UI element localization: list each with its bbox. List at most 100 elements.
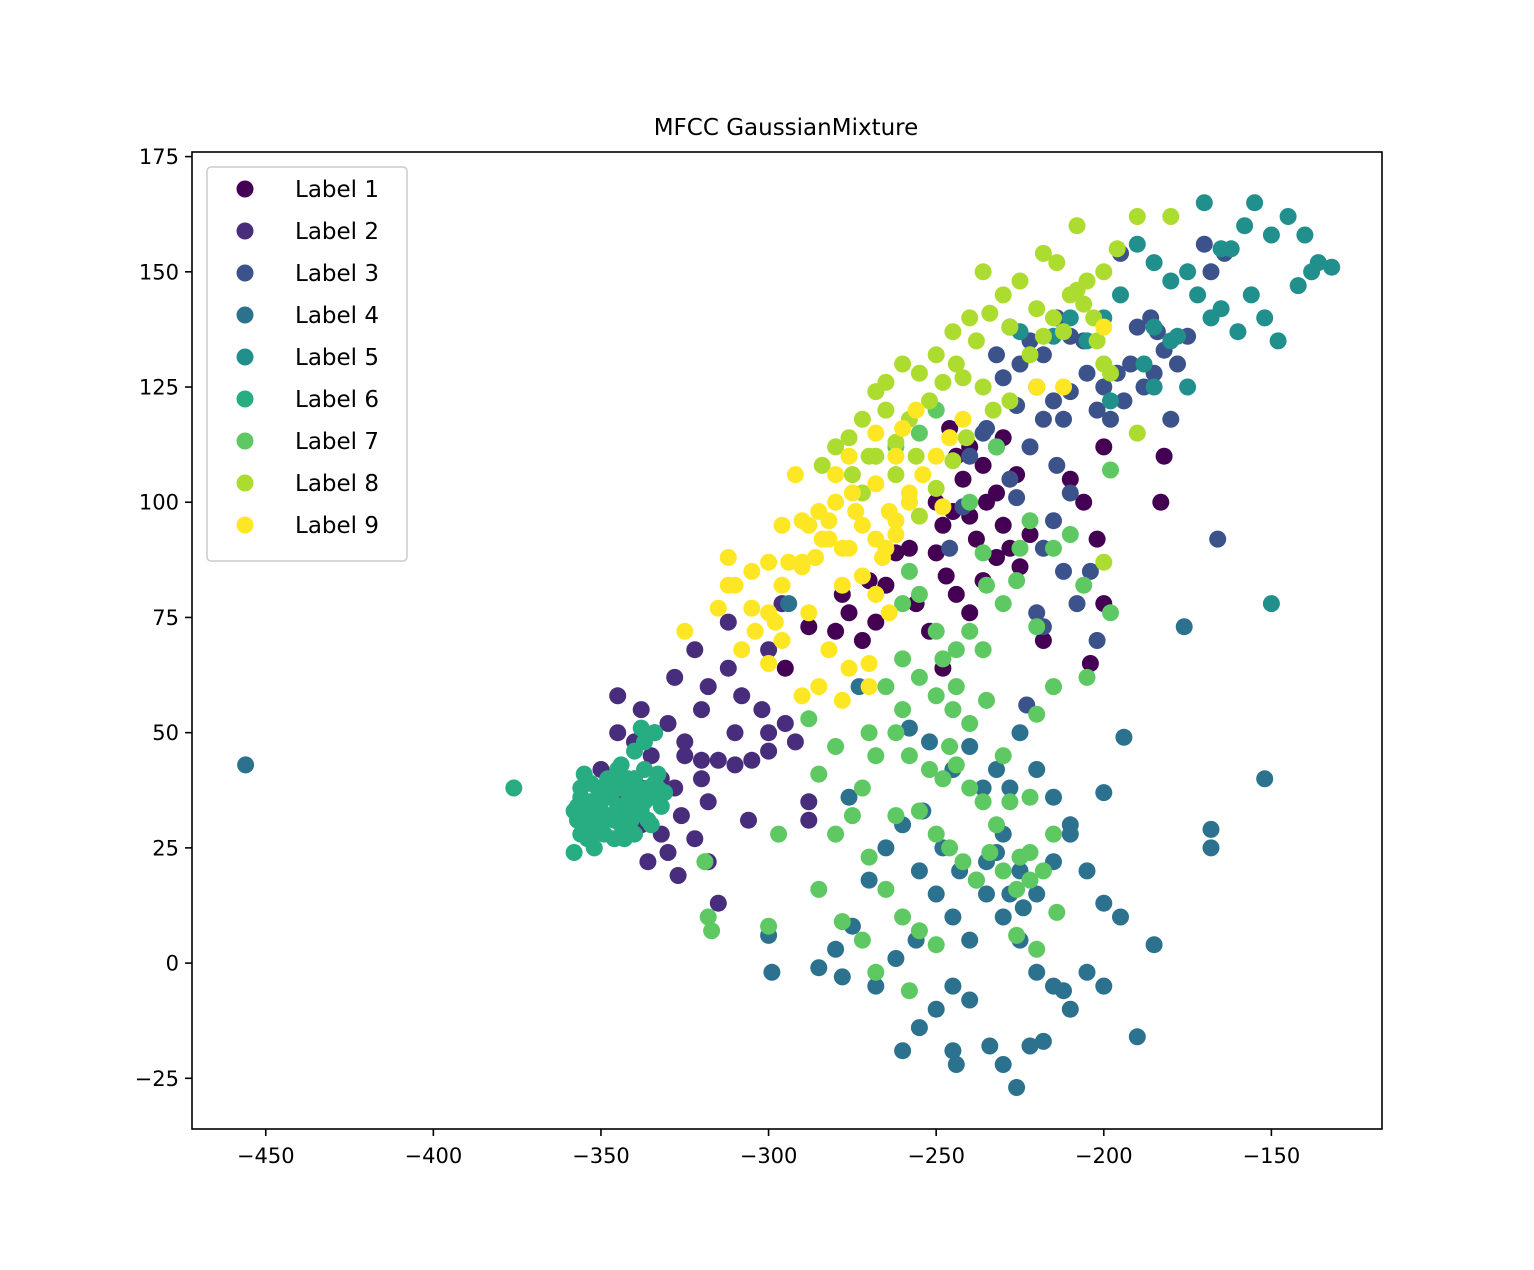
point-label-9-49 [894, 420, 912, 437]
legend-label-4: Label 4 [295, 303, 379, 329]
point-label-6-49 [642, 816, 660, 834]
point-label-9-21 [820, 512, 838, 530]
point-label-9-9 [843, 484, 861, 502]
point-label-8-29 [921, 392, 938, 410]
point-label-2-37 [760, 641, 778, 659]
point-label-2-44 [686, 830, 704, 848]
y-tick-label-2: 25 [152, 836, 179, 860]
point-label-2-9 [776, 715, 794, 732]
point-label-7-45 [696, 853, 714, 871]
point-label-7-59 [1075, 576, 1093, 594]
legend-marker-9 [236, 516, 254, 534]
y-tick-label-4: 75 [152, 606, 179, 630]
point-label-7-64 [947, 641, 965, 659]
point-label-9-32 [800, 604, 818, 622]
point-label-9-22 [807, 549, 824, 566]
point-label-5-22 [1229, 323, 1247, 341]
point-label-6-61 [599, 784, 617, 802]
point-label-5-5 [1246, 194, 1264, 212]
point-label-2-11 [699, 678, 717, 696]
point-label-1-13 [937, 567, 955, 585]
point-label-7-47 [900, 982, 918, 1000]
point-label-7-12 [961, 779, 979, 797]
point-label-4-44 [860, 871, 878, 889]
point-label-5-36 [1135, 355, 1153, 373]
point-label-9-63 [813, 530, 831, 548]
point-label-2-6 [726, 724, 744, 742]
point-label-3-5 [1095, 378, 1113, 396]
point-label-8-56 [1068, 281, 1086, 299]
point-label-2-39 [740, 811, 757, 829]
point-label-7-24 [967, 871, 985, 889]
point-label-2-2 [659, 715, 677, 732]
point-label-3-37 [961, 447, 979, 465]
point-label-8-27 [887, 433, 905, 451]
point-label-8-59 [910, 507, 928, 525]
point-label-7-36 [910, 922, 928, 940]
legend-marker-2 [236, 222, 254, 240]
point-label-8-11 [1048, 254, 1066, 272]
point-label-2-12 [719, 659, 737, 677]
point-label-4-0 [237, 756, 255, 774]
point-label-9-18 [954, 410, 972, 428]
point-label-8-31 [947, 355, 965, 373]
point-label-9-34 [840, 659, 858, 677]
point-label-8-15 [944, 323, 962, 341]
point-label-4-8 [1028, 963, 1046, 981]
point-label-7-85 [1028, 940, 1046, 958]
point-label-5-8 [1162, 272, 1180, 290]
point-label-7-15 [1001, 793, 1019, 811]
point-label-7-5 [961, 715, 979, 732]
point-label-7-2 [910, 668, 928, 686]
point-label-9-56 [800, 516, 818, 534]
point-label-5-33 [1179, 378, 1197, 396]
point-label-5-30 [1323, 258, 1341, 276]
point-label-3-15 [988, 346, 1005, 364]
point-label-6-65 [582, 774, 600, 792]
point-label-6-62 [605, 770, 623, 788]
point-label-8-33 [981, 304, 999, 322]
point-label-2-34 [676, 747, 694, 765]
point-label-4-73 [1175, 618, 1193, 636]
point-label-1-3 [954, 470, 972, 488]
point-label-9-15 [914, 466, 932, 484]
point-label-3-52 [1209, 530, 1227, 548]
point-label-8-24 [813, 456, 831, 474]
point-label-9-1 [709, 599, 727, 617]
point-label-9-13 [887, 526, 905, 543]
point-label-8-30 [934, 373, 952, 391]
point-label-3-45 [1088, 632, 1106, 649]
point-label-1-5 [967, 530, 985, 548]
point-label-4-31 [1028, 885, 1046, 903]
point-label-7-7 [887, 724, 905, 742]
point-label-7-79 [974, 544, 992, 562]
point-label-3-23 [1102, 410, 1119, 428]
point-label-5-26 [1269, 332, 1287, 350]
points-layer [237, 194, 1341, 1096]
point-label-1-22 [827, 622, 845, 640]
point-label-9-10 [853, 516, 871, 534]
point-label-9-30 [867, 585, 885, 603]
point-label-4-25 [1021, 1037, 1039, 1055]
point-label-7-86 [1021, 844, 1039, 861]
point-label-9-60 [743, 599, 761, 617]
point-label-7-41 [770, 825, 788, 843]
point-label-7-48 [810, 880, 828, 898]
point-label-7-3 [927, 687, 945, 705]
point-label-2-27 [760, 742, 778, 760]
point-label-2-13 [733, 687, 751, 705]
point-label-9-54 [1095, 318, 1113, 336]
legend-label-6: Label 6 [295, 387, 379, 413]
point-label-9-41 [860, 655, 878, 672]
point-label-3-34 [1001, 470, 1019, 488]
point-label-9-24 [773, 576, 791, 594]
point-label-4-40 [1014, 899, 1032, 917]
point-label-7-66 [900, 562, 918, 580]
point-label-7-62 [1028, 705, 1046, 723]
point-label-9-27 [733, 641, 751, 659]
point-label-9-16 [927, 447, 945, 465]
point-label-7-54 [994, 595, 1012, 613]
point-label-4-75 [1095, 977, 1113, 995]
point-label-6-41 [589, 807, 607, 825]
point-label-2-45 [669, 867, 687, 884]
